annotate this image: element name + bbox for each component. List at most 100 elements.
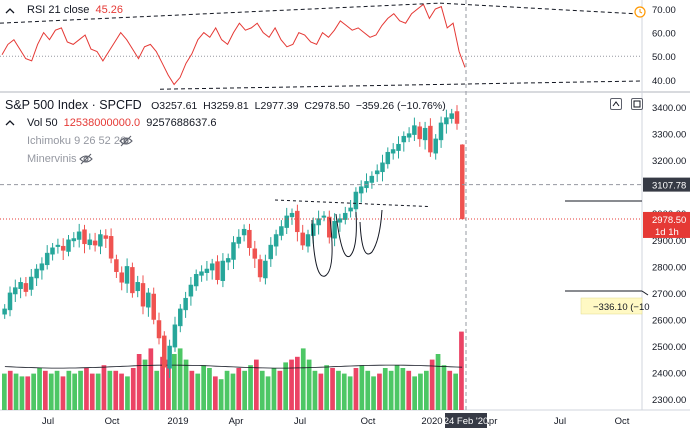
candle-body [204, 268, 210, 273]
candle-body [55, 244, 61, 247]
candle-body [374, 170, 380, 175]
rsi-line [1, 3, 466, 86]
ichimoku-legend: Ichimoku 9 26 52 26 [27, 134, 126, 148]
candle-body [7, 292, 13, 311]
crosshair-price-box [643, 177, 690, 192]
time-axis-tick: Jul [554, 416, 566, 427]
volume-bar [265, 376, 271, 410]
volume-bar [7, 370, 13, 410]
candle-body [321, 215, 327, 218]
cup-arc-right [359, 209, 383, 255]
candle-body [369, 175, 375, 183]
volume-name[interactable]: Vol [27, 117, 43, 129]
candle-body [39, 263, 45, 271]
volume-bar [277, 370, 283, 410]
candle-body [23, 283, 29, 292]
candle-body [348, 207, 353, 212]
drawings[interactable]: −336.10 (−10 [0, 0, 650, 410]
candle-body [316, 218, 321, 226]
candle-body [156, 320, 162, 339]
volume-bar [166, 359, 171, 410]
candle-body [257, 259, 263, 278]
eye-hidden-icon[interactable] [79, 153, 93, 165]
price-axis-tick: 2400.00 [652, 369, 686, 380]
volume-bar [359, 365, 365, 410]
ichimoku-params: 9 26 52 26 [74, 135, 127, 147]
candle-body [438, 122, 444, 141]
candle-body [167, 345, 172, 369]
volume-bar [330, 368, 335, 410]
symbol-title[interactable]: S&P 500 Index · SPCFD [5, 98, 142, 112]
price-axis-tick: 2500.00 [652, 342, 686, 353]
price-axis-tick: 3300.00 [652, 130, 686, 141]
volume-bar [283, 362, 288, 410]
candle-body [449, 113, 454, 119]
close-value: C2978.50 [304, 100, 350, 112]
candle-body [215, 261, 220, 280]
candle-body [124, 266, 130, 284]
candle-body [76, 231, 82, 240]
maximize-pane-button[interactable] [631, 98, 643, 110]
candle-body [231, 242, 236, 260]
volume-bar [125, 376, 130, 410]
volume-bar [183, 359, 189, 410]
volume-bar [248, 365, 253, 410]
rsi-upper-trendline-2 [439, 2, 635, 15]
volume-bar [365, 370, 371, 410]
change-value: −359.26 (−10.76%) [355, 100, 446, 112]
volume-bar [435, 354, 441, 410]
candle-body [247, 229, 252, 248]
candle-body [188, 284, 194, 297]
rsi-axis-tick: 40.00 [652, 76, 676, 87]
candle-body [146, 292, 151, 308]
rsi-legend: RSI 21 close 45.26 [27, 3, 123, 17]
rsi-axis-tick: 70.00 [652, 5, 676, 16]
volume-bar [230, 373, 236, 410]
price-axis-tick: 3200.00 [652, 156, 686, 167]
volume-value: 12538000000.0 [63, 117, 141, 129]
volume-bar [259, 370, 265, 410]
volume-bar [43, 370, 48, 410]
volume-bar [66, 370, 72, 410]
candle-body [87, 239, 93, 246]
minervini-name[interactable]: Minervinis [27, 153, 77, 165]
candle-body [406, 133, 412, 138]
candle-body [28, 276, 34, 290]
volume-bar [224, 370, 230, 410]
rsi-lower-trendline [159, 80, 643, 90]
candle-body [82, 229, 87, 245]
volume-bar [418, 373, 423, 410]
ichimoku-name[interactable]: Ichimoku [27, 135, 72, 147]
clock-icon[interactable] [634, 6, 646, 18]
volume-bar [236, 368, 242, 410]
chevron-up-icon[interactable] [5, 118, 15, 128]
volume-bar [2, 373, 7, 410]
eye-hidden-icon[interactable] [119, 135, 133, 147]
volume-bar [48, 373, 54, 410]
rsi-name: RSI [27, 4, 46, 16]
candle-body [114, 259, 119, 272]
cup-arc-middle [335, 211, 357, 258]
candle-body [209, 263, 215, 271]
price-axis-tick: 2600.00 [652, 315, 686, 326]
time-axis-tick: Apr [483, 416, 498, 427]
volume-bar [95, 373, 101, 410]
volume-bar [429, 359, 435, 410]
scroll-up-button[interactable] [610, 98, 622, 110]
volume-bar [453, 373, 458, 410]
volume-bar [424, 370, 429, 410]
candle-body [433, 138, 438, 154]
time-axis-tick: Jul [294, 416, 306, 427]
chevron-up-icon[interactable] [5, 6, 15, 16]
volume-sma-value: 9257688637.6 [146, 117, 217, 129]
minervini-legend: Minervinis [27, 152, 77, 166]
volume-bar [388, 370, 394, 410]
crosshair-date-box [445, 413, 487, 428]
volume-params: 50 [45, 117, 58, 129]
candle-body [44, 252, 50, 266]
candle-body [444, 117, 449, 125]
price-axis-tick: 2900.00 [652, 236, 686, 247]
volume-bar [406, 370, 412, 410]
open-value: O3257.61 [151, 100, 198, 112]
